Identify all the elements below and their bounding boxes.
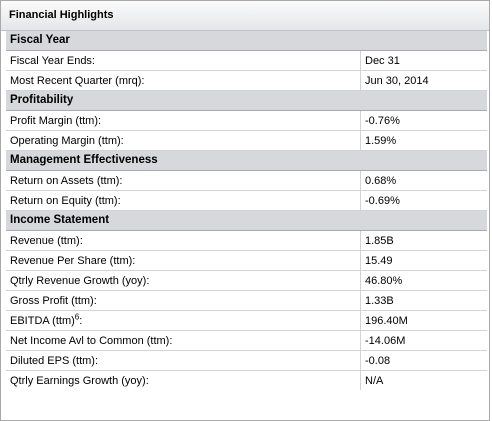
table-row: Diluted EPS (ttm): -0.08 (6, 350, 487, 371)
table-row: Operating Margin (ttm): 1.59% (6, 130, 487, 151)
table-row: Most Recent Quarter (mrq): Jun 30, 2014 (6, 70, 487, 91)
table-row: Gross Profit (ttm): 1.33B (6, 290, 487, 311)
profitability-table: Profit Margin (ttm): -0.76% Operating Ma… (6, 111, 487, 151)
row-value: 1.85B (360, 231, 487, 251)
row-label: Return on Assets (ttm): (6, 171, 361, 191)
row-value: N/A (360, 370, 487, 390)
row-label: Qtrly Earnings Growth (yoy): (10, 374, 149, 387)
row-label: Net Income Avl to Common (ttm): (6, 330, 361, 351)
row-value: 46.80% (360, 270, 487, 291)
row-label: Return on Equity (ttm): (6, 190, 361, 211)
management-effectiveness-table: Return on Assets (ttm): 0.68% Return on … (6, 171, 487, 211)
section-title-management-effectiveness: Management Effectiveness (6, 151, 487, 171)
row-value: Jun 30, 2014 (360, 70, 487, 91)
row-value: 1.59% (360, 130, 487, 151)
fiscal-year-table: Fiscal Year Ends: Dec 31 Most Recent Qua… (6, 51, 487, 91)
row-label: Profit Margin (ttm): (6, 111, 361, 131)
table-row: Qtrly Revenue Growth (yoy): 46.80% (6, 270, 487, 291)
ebitda-label-text: EBITDA (ttm) (10, 314, 75, 327)
row-value: -14.06M (360, 330, 487, 351)
row-label: Qtrly Revenue Growth (yoy): (6, 270, 361, 291)
row-value: -0.76% (360, 111, 487, 131)
table-row: Revenue Per Share (ttm): 15.49 (6, 250, 487, 271)
row-label-ebitda: EBITDA (ttm)6: (6, 310, 361, 331)
table-row: Return on Equity (ttm): -0.69% (6, 190, 487, 211)
income-statement-table: Revenue (ttm): 1.85B Revenue Per Share (… (6, 231, 487, 390)
row-value: 0.68% (360, 171, 487, 191)
row-label: Most Recent Quarter (mrq): (6, 70, 361, 91)
row-label: Revenue Per Share (ttm): (6, 250, 361, 271)
section-title-income-statement: Income Statement (6, 211, 487, 231)
footnote-marker: 6 (74, 311, 80, 321)
table-row: Return on Assets (ttm): 0.68% (6, 171, 487, 191)
panel-content: Fiscal Year Fiscal Year Ends: Dec 31 Mos… (1, 31, 489, 390)
row-label: Diluted EPS (ttm): (6, 350, 361, 371)
row-label: Revenue (ttm): (6, 231, 361, 251)
panel-title: Financial Highlights (1, 1, 489, 31)
table-row: Fiscal Year Ends: Dec 31 (6, 51, 487, 71)
row-value: -0.08 (360, 350, 487, 371)
row-value: Dec 31 (360, 51, 487, 71)
row-value: 196.40M (360, 310, 487, 331)
table-row: Net Income Avl to Common (ttm): -14.06M (6, 330, 487, 351)
table-row: Profit Margin (ttm): -0.76% (6, 111, 487, 131)
row-value: 1.33B (360, 290, 487, 311)
table-row: Qtrly Earnings Growth (yoy): N/A (6, 370, 487, 390)
row-label: Gross Profit (ttm): (6, 290, 361, 311)
section-title-profitability: Profitability (6, 91, 487, 111)
row-value: -0.69% (360, 190, 487, 211)
row-value: 15.49 (360, 250, 487, 271)
row-label: Operating Margin (ttm): (6, 130, 361, 151)
label-suffix: : (79, 314, 83, 327)
section-title-fiscal-year: Fiscal Year (6, 31, 487, 51)
row-label: Fiscal Year Ends: (6, 51, 361, 71)
table-row: EBITDA (ttm)6: 196.40M (6, 310, 487, 331)
table-row: Revenue (ttm): 1.85B (6, 231, 487, 251)
